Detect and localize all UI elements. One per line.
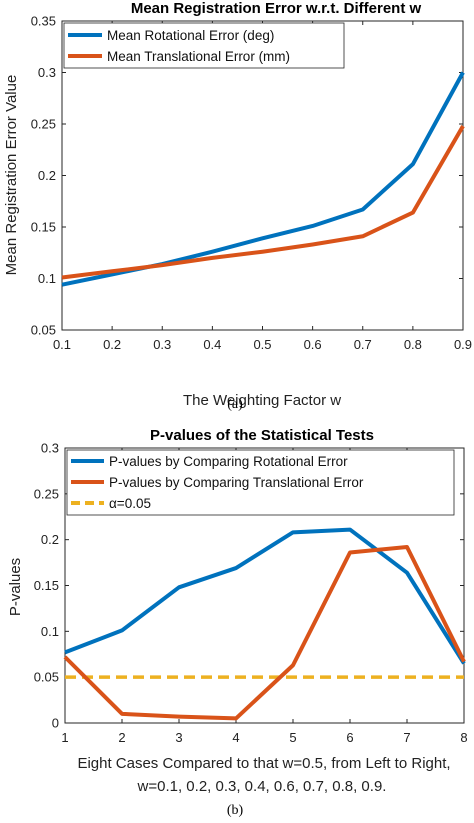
chart-a-series [61, 71, 465, 287]
chart-a-legend-label-translational: Mean Translational Error (mm) [107, 49, 290, 64]
chart-1-y-tick-label: 0.1 [41, 624, 59, 639]
chart-1-y-tick-label: 0 [52, 716, 59, 731]
chart-0-x-tick-label: 0.2 [103, 337, 121, 352]
chart-1-series-line-translational [63, 545, 466, 721]
chart-0-y-tick-label: 0.05 [31, 323, 56, 338]
chart-0-x-tick-label: 0.5 [253, 337, 271, 352]
chart-1-x-tick-label: 4 [232, 730, 239, 745]
chart-b-legend-box [66, 449, 455, 516]
chart-0-y-tick-label: 0.1 [38, 271, 56, 286]
chart-a-y-ticks: 0.05 0.1 0.15 0.2 0.25 0.3 0.35 [31, 14, 463, 338]
chart-1-x-tick-label: 7 [403, 730, 410, 745]
chart-b-title: P-values of the Statistical Tests [150, 427, 374, 444]
chart-1-y-tick-label: 0.15 [34, 578, 59, 593]
chart-1-y-tick-label: 0.3 [41, 441, 59, 456]
chart-a-legend: Mean Rotational Error (deg) Mean Transla… [63, 22, 345, 69]
chart-0-y-tick-label: 0.15 [31, 220, 56, 235]
chart-b-series [63, 527, 466, 721]
chart-1-series-line-rotational [64, 527, 466, 665]
chart-b-x-ticks: 1 2 3 4 5 6 7 8 [61, 448, 468, 745]
chart-1-x-tick-label: 2 [118, 730, 125, 745]
chart-a-caption: (a) [227, 397, 243, 412]
chart-a-x-ticks: 0.1 0.2 0.3 0.4 0.5 0.6 0.7 0.8 0.9 [53, 21, 472, 352]
chart-0-series-line-translational [61, 125, 465, 280]
chart-0-x-tick-label: 0.1 [53, 337, 71, 352]
chart-1-y-tick-label: 0.25 [34, 486, 59, 501]
chart-b-y-ticks: 0 0.05 0.1 0.15 0.2 0.25 0.3 [34, 441, 464, 731]
chart-1-x-tick-label: 1 [61, 730, 68, 745]
chart-b: P-values of the Statistical Tests 00.050… [7, 427, 468, 818]
chart-0-x-tick-label: 0.3 [153, 337, 171, 352]
chart-0-x-tick-label: 0.9 [454, 337, 472, 352]
chart-b-legend-label-threshold: α=0.05 [109, 496, 151, 511]
chart-0-y-tick-label: 0.35 [31, 14, 56, 29]
chart-a-legend-label-rotational: Mean Rotational Error (deg) [107, 28, 274, 43]
chart-a: Mean Registration Error w.r.t. Different… [3, 0, 472, 412]
chart-0-x-tick-label: 0.6 [304, 337, 322, 352]
chart-b-legend-label-rotational: P-values by Comparing Rotational Error [109, 454, 348, 469]
chart-b-ylabel: P-values [7, 558, 24, 616]
chart-0-x-tick-label: 0.4 [203, 337, 221, 352]
chart-0-x-tick-label: 0.8 [404, 337, 422, 352]
chart-1-y-tick-label: 0.2 [41, 532, 59, 547]
chart-b-xlabel-line2: w=0.1, 0.2, 0.3, 0.4, 0.6, 0.7, 0.8, 0.9… [137, 778, 387, 795]
chart-b-caption: (b) [227, 803, 244, 818]
chart-a-title: Mean Registration Error w.r.t. Different… [131, 0, 422, 17]
chart-1-y-tick-label: 0.05 [34, 670, 59, 685]
chart-0-y-tick-label: 0.3 [38, 65, 56, 80]
chart-b-legend-label-translational: P-values by Comparing Translational Erro… [109, 475, 364, 490]
chart-0-y-tick-label: 0.25 [31, 117, 56, 132]
chart-a-legend-box [63, 22, 345, 69]
chart-a-ylabel: Mean Registration Error Value [3, 75, 20, 276]
chart-0-x-tick-label: 0.7 [354, 337, 372, 352]
chart-1-x-tick-label: 3 [175, 730, 182, 745]
chart-b-xlabel: Eight Cases Compared to that w=0.5, from… [77, 755, 450, 772]
chart-0-y-tick-label: 0.2 [38, 168, 56, 183]
chart-1-x-tick-label: 8 [460, 730, 467, 745]
chart-b-legend: P-values by Comparing Rotational Error P… [66, 449, 455, 516]
chart-1-x-tick-label: 5 [289, 730, 296, 745]
chart-1-x-tick-label: 6 [346, 730, 353, 745]
chart-a-xlabel: The Weighting Factor w [183, 392, 341, 409]
